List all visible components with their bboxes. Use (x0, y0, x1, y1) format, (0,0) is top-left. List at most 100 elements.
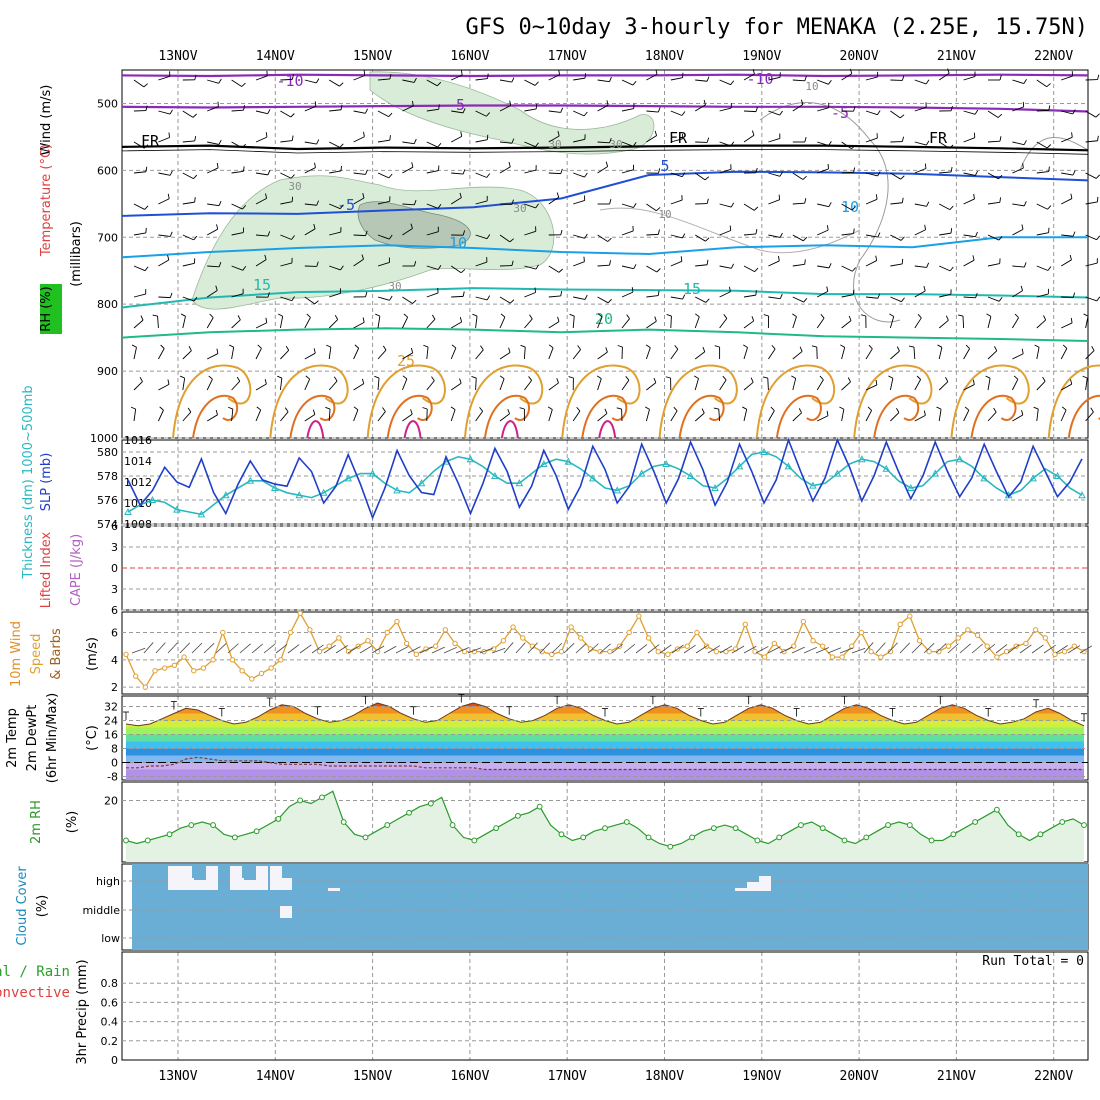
wind-barb (646, 382, 657, 391)
wind-barb (573, 110, 585, 117)
thickness-point (197, 510, 206, 518)
wind-barb (402, 203, 415, 206)
wind-barb (255, 75, 268, 81)
wind-barb-flag (144, 205, 149, 210)
wind-barb (743, 134, 755, 143)
wind-speed-point (123, 651, 129, 658)
wind-barb (1061, 234, 1074, 237)
wind-barb (573, 172, 585, 178)
wind-barb-flag (998, 297, 1003, 302)
wind-barb (792, 296, 804, 303)
wind-barb-flag (839, 406, 845, 410)
wind-barb (255, 136, 268, 143)
wind-barb (841, 347, 846, 360)
temp-contour-25 (853, 364, 933, 439)
wind-barb-flag (1070, 193, 1073, 199)
wind-barb-10m (875, 642, 886, 654)
wind-barb (402, 352, 413, 360)
wind-barb-flag (1097, 135, 1099, 141)
wind-barb-flag (471, 376, 477, 379)
wind-barb-flag (973, 193, 975, 200)
wind-barb (767, 377, 769, 391)
thickness-point (613, 486, 622, 494)
wind-barb-flag (804, 198, 807, 204)
wind-barb (353, 234, 366, 237)
wind-barb (1085, 262, 1098, 267)
y-tick-label: 578 (97, 470, 118, 483)
wind-barb-flag (778, 255, 780, 262)
wind-barb (280, 262, 293, 267)
wind-barb (572, 349, 581, 360)
wind-barb (719, 318, 728, 329)
wind-speed-point (413, 651, 420, 658)
wind-barb-flag (511, 199, 514, 205)
rh2m-point (841, 837, 848, 844)
wind-barb-flag (459, 317, 463, 323)
wind-barb-flag (159, 406, 164, 411)
wind-barb-10m (659, 644, 672, 654)
wind-barb-flag (1083, 313, 1089, 317)
temp-contour-35 (403, 420, 422, 439)
wind-barb-flag (751, 130, 755, 136)
wind-barb-flag (389, 73, 392, 80)
temp-contour-30 (678, 394, 725, 439)
wind-barb-flag (923, 410, 926, 416)
wind-barb-flag (729, 286, 731, 292)
wind-barb-flag (218, 78, 222, 84)
wind-barb-flag (215, 409, 218, 415)
y-tick-label: 24 (104, 715, 118, 728)
panel-cc: high middle low Cloud Cover (%) (15, 863, 1089, 951)
wind-speed-point (945, 643, 952, 649)
rh-legend-swatch (40, 284, 62, 334)
temp-contour-line (121, 287, 1089, 309)
wind-barb (816, 290, 829, 298)
rh2m-point (710, 825, 717, 832)
wind-barb-flag (964, 406, 970, 411)
wind-barb-flag (291, 235, 295, 240)
wind-barb (621, 108, 634, 112)
wind-barb (865, 384, 878, 391)
wind-barb (597, 79, 610, 83)
rh2m-point (188, 822, 195, 828)
axis-label: 2m RH (29, 800, 44, 844)
wind-barb-10m (191, 642, 203, 654)
wind-barb-flag (625, 376, 630, 381)
wind-barb (694, 351, 706, 360)
wind-barb-flag (1022, 163, 1024, 169)
wind-barb (890, 234, 902, 241)
wind-barb-flag (804, 259, 806, 265)
wind-barb (817, 415, 829, 422)
wind-barb (231, 293, 244, 298)
wind-speed-point (868, 648, 874, 655)
wind-barb-flag (194, 74, 197, 80)
wind-barb (524, 292, 536, 298)
wind-barb-flag (597, 313, 603, 318)
wind-barb-flag (413, 199, 417, 205)
contour-label: 15 (253, 276, 271, 294)
wind-barb-flag (644, 406, 650, 410)
wind-barb (743, 265, 755, 273)
wind-barb-flag (472, 313, 478, 317)
wind-barb (963, 172, 976, 176)
wind-barb-flag (666, 314, 672, 317)
wind-barb-flag (853, 228, 855, 234)
wind-speed-point (491, 646, 497, 652)
wind-speed-point (1042, 635, 1048, 641)
thickness-point (735, 462, 744, 470)
wind-barb-flag (389, 295, 393, 301)
wind-barb (841, 294, 854, 298)
thickness-point (393, 486, 401, 494)
wind-barb-flag (194, 135, 197, 142)
wind-barb-10m (1067, 645, 1081, 654)
wind-barb (987, 172, 999, 180)
wind-barb (938, 203, 951, 211)
wind-barb-flag (1070, 379, 1073, 385)
wind-barb-flag (605, 347, 608, 353)
wind-barb-flag (340, 104, 343, 110)
wind-barb-flag (216, 162, 219, 169)
contour-label: FR (141, 132, 160, 150)
wind-barb-10m (575, 643, 587, 654)
wind-barb-flag (410, 223, 413, 229)
y-tick-label: 900 (97, 365, 118, 378)
temp-contour-30 (1067, 394, 1100, 439)
